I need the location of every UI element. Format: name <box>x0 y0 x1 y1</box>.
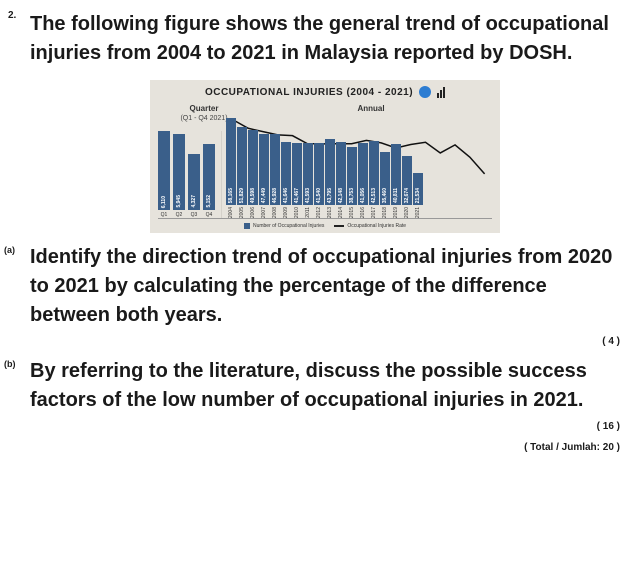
chart-plot: 6,110Q15,945Q24,327Q35,152Q4 58,16520045… <box>158 124 492 219</box>
quarter-label: Quarter <box>158 104 250 113</box>
question-intro: The following figure shows the general t… <box>30 10 620 68</box>
quarter-bar: 6,110Q1 <box>158 131 170 218</box>
chart-sub-labels: Quarter Annual <box>158 104 492 113</box>
annual-bar: 41,4672010 <box>292 143 302 218</box>
bars-icon <box>437 86 445 98</box>
chart-legend: Number of Occupational Injuries Occupati… <box>158 223 492 229</box>
annual-bar: 46,9282008 <box>270 134 280 218</box>
info-icon <box>419 86 431 98</box>
annual-bar: 41,0562016 <box>358 143 368 218</box>
quarter-bars: 6,110Q15,945Q24,327Q35,152Q4 <box>158 131 222 218</box>
legend-line: Occupational Injuries Rate <box>334 223 406 229</box>
chart-container: OCCUPATIONAL INJURIES (2004 - 2021) Quar… <box>30 80 620 233</box>
quarter-bar: 5,945Q2 <box>173 134 185 218</box>
part-b-letter: (b) <box>4 359 16 369</box>
annual-bar: 43,7952013 <box>325 139 335 218</box>
occupational-injuries-chart: OCCUPATIONAL INJURIES (2004 - 2021) Quar… <box>150 80 500 233</box>
part-a-letter: (a) <box>4 245 15 255</box>
question-number: 2. <box>8 10 16 21</box>
annual-bar: 40,8112019 <box>391 144 401 218</box>
annual-bar: 58,1652004 <box>226 118 236 218</box>
quarter-bar: 4,327Q3 <box>188 154 200 218</box>
annual-bar: 35,4602018 <box>380 152 390 218</box>
chart-title-row: OCCUPATIONAL INJURIES (2004 - 2021) <box>158 86 492 98</box>
annual-bar: 41,6462009 <box>281 142 291 218</box>
annual-label: Annual <box>250 104 492 113</box>
sub-question-b: (b) By referring to the literature, disc… <box>30 357 620 415</box>
total-marks: ( Total / Jumlah: 20 ) <box>30 442 620 453</box>
part-b-text: By referring to the literature, discuss … <box>30 357 620 415</box>
quarter-bar: 5,152Q4 <box>203 144 215 218</box>
annual-bar: 51,8292005 <box>237 127 247 218</box>
annual-bar: 49,5982006 <box>248 130 258 218</box>
part-a-text: Identify the direction trend of occupati… <box>30 243 620 330</box>
annual-bar: 47,4492007 <box>259 134 269 218</box>
sub-question-a: (a) Identify the direction trend of occu… <box>30 243 620 330</box>
chart-title: OCCUPATIONAL INJURIES (2004 - 2021) <box>205 87 413 98</box>
annual-bar: 38,7532015 <box>347 147 357 218</box>
annual-bar: 32,6742020 <box>402 156 412 218</box>
legend-bars: Number of Occupational Injuries <box>244 223 324 229</box>
annual-bar: 41,5932011 <box>303 143 313 218</box>
part-b-marks: ( 16 ) <box>30 421 620 432</box>
annual-bar: 42,1482014 <box>336 142 346 218</box>
annual-bar: 41,5402012 <box>314 143 324 218</box>
part-a-marks: ( 4 ) <box>30 336 620 347</box>
annual-bars: 58,165200451,829200549,598200647,4492007… <box>226 118 492 218</box>
annual-bar: 21,5342021 <box>413 173 423 218</box>
annual-bar: 42,5132017 <box>369 141 379 218</box>
